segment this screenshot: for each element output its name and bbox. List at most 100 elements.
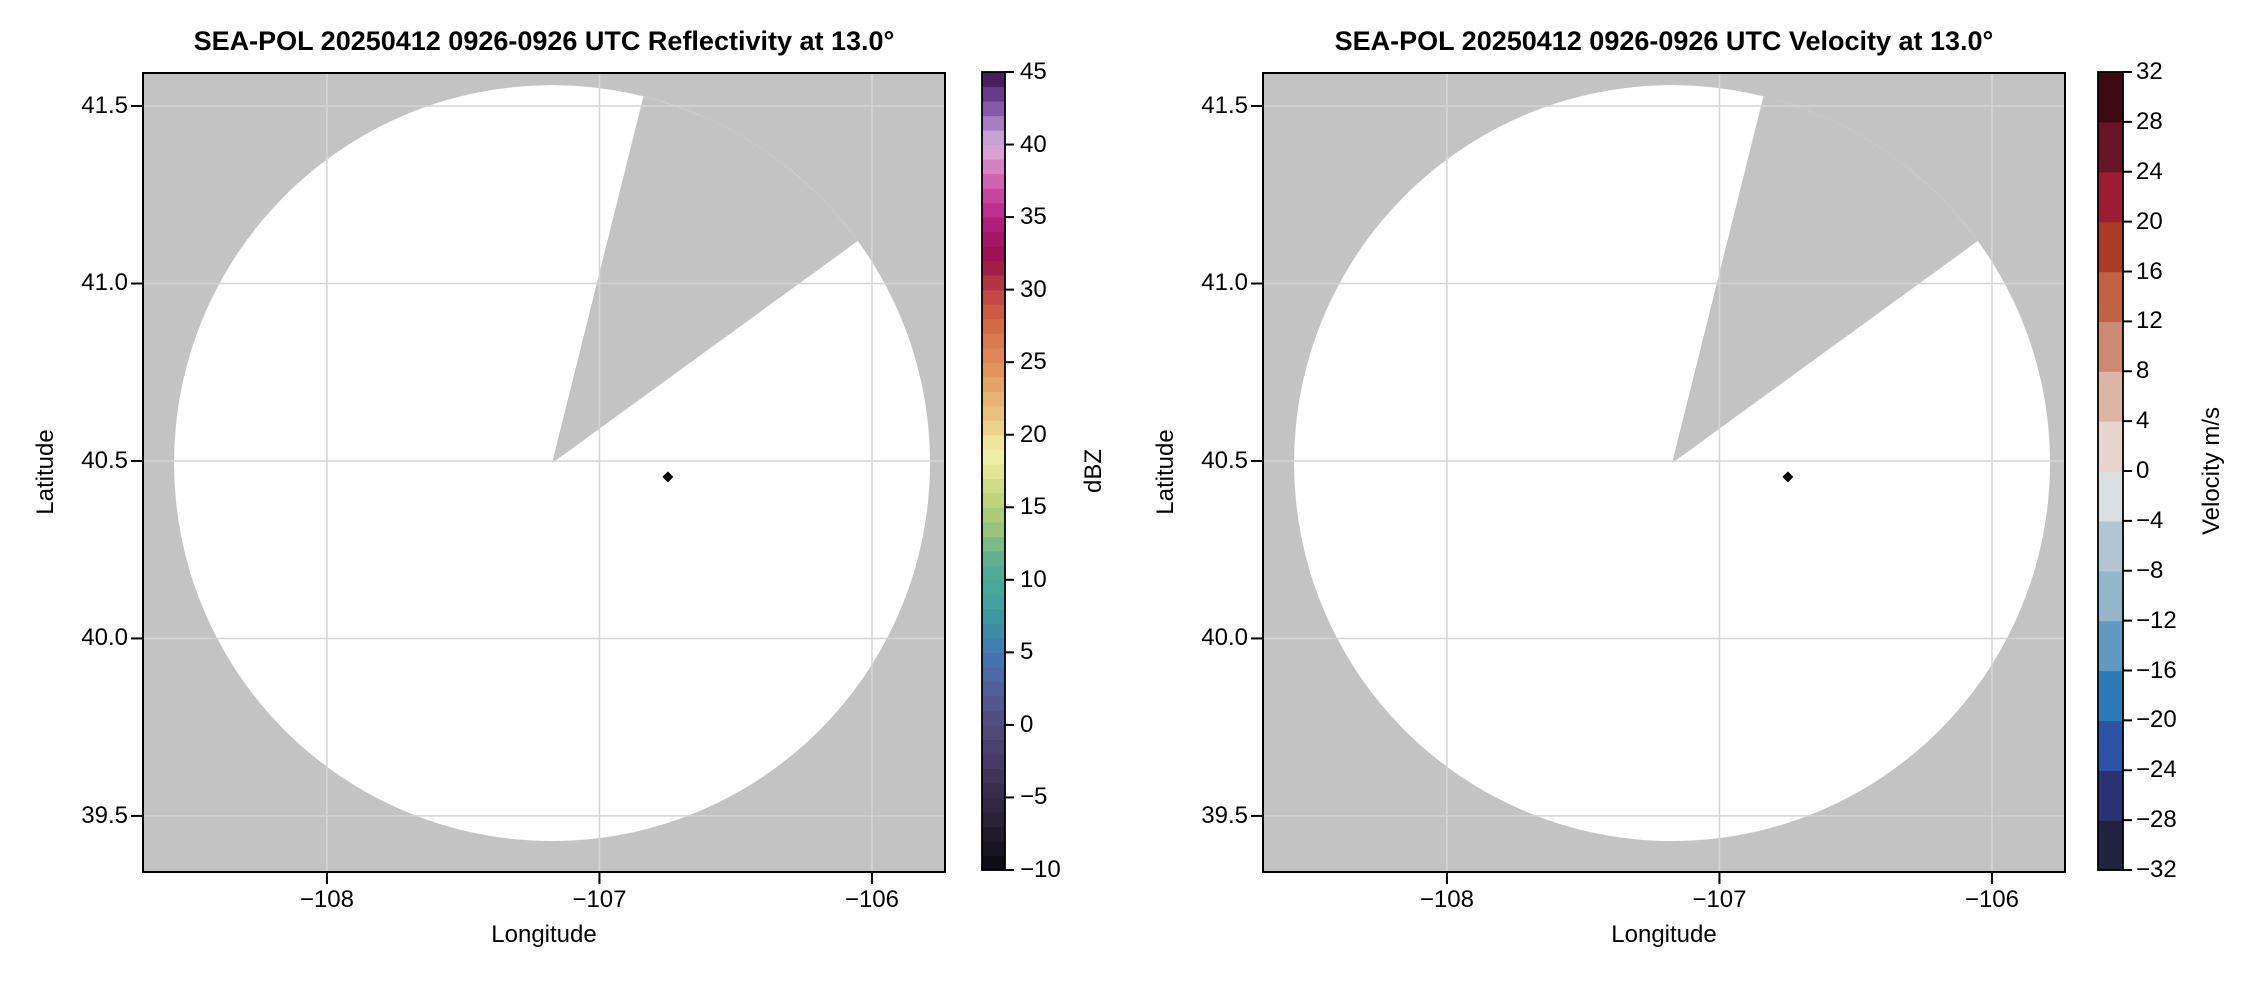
colorbar-segment (982, 144, 1005, 160)
reflectivity-x-axis-label: Longitude (491, 921, 597, 948)
colorbar-segment (982, 173, 1005, 189)
colorbar-segment (2098, 321, 2123, 372)
colorbar-tick-label: −4 (2136, 506, 2164, 534)
colorbar-segment (2098, 670, 2123, 721)
blocked-sector (1672, 96, 1978, 464)
colorbar-segment (2098, 471, 2123, 522)
colorbar-tick-label: 20 (2136, 207, 2163, 235)
colorbar-segment (2098, 171, 2123, 223)
colorbar-segment (982, 478, 1005, 494)
colorbar-segment (982, 391, 1005, 407)
colorbar-segment (982, 724, 1005, 741)
colorbar-segment (2098, 720, 2123, 771)
colorbar-segment (982, 405, 1005, 421)
colorbar-segment (982, 130, 1005, 146)
colorbar-tick-label: −32 (2136, 856, 2177, 883)
colorbar-tick-label: 25 (1020, 348, 1047, 376)
colorbar-segment (982, 420, 1005, 436)
colorbar-tick-label: 12 (2136, 307, 2163, 335)
y-tick-label: 40.0 (1201, 624, 1248, 652)
y-tick-label: 40.0 (81, 624, 128, 652)
colorbar-segment (982, 855, 1005, 871)
colorbar-segment (982, 695, 1005, 711)
colorbar-tick-label: −24 (2136, 756, 2177, 784)
colorbar-tick-label: 30 (1020, 275, 1047, 303)
colorbar-tick-label: −8 (2136, 556, 2164, 584)
colorbar-segment (982, 449, 1005, 465)
colorbar-segment (2098, 770, 2123, 821)
colorbar-segment (982, 739, 1005, 755)
y-tick-label: 39.5 (81, 801, 128, 829)
blocked-sector (552, 96, 858, 464)
colorbar-segment (2098, 421, 2123, 472)
plot-frame (142, 72, 946, 873)
colorbar-segment (982, 362, 1005, 378)
colorbar-tick-label: 5 (1020, 638, 1034, 666)
colorbar-segment (2098, 520, 2123, 572)
colorbar-segment (2098, 620, 2123, 672)
colorbar-segment (982, 768, 1005, 784)
velocity-panel-title: SEA-POL 20250412 0926-0926 UTC Velocity … (1334, 26, 1994, 56)
colorbar-segment (982, 681, 1005, 697)
colorbar-segment (982, 217, 1005, 233)
colorbar-tick-label: 8 (2136, 357, 2150, 385)
colorbar-segment (982, 275, 1005, 291)
colorbar-segment (982, 115, 1005, 131)
y-tick-label: 41.5 (81, 92, 128, 119)
colorbar-segment (982, 826, 1005, 842)
x-tick-label: −106 (1964, 886, 2019, 913)
colorbar-tick-label: 40 (1020, 130, 1047, 158)
colorbar-segment (982, 463, 1005, 479)
colorbar-segment (982, 101, 1005, 117)
colorbar-segment (982, 840, 1005, 857)
colorbar-segment (982, 318, 1005, 334)
colorbar-segment (982, 637, 1005, 653)
y-tick-label: 39.5 (1201, 801, 1248, 829)
colorbar-outline (981, 71, 1006, 871)
site-marker-diamond (1782, 471, 1794, 483)
colorbar-segment (982, 811, 1005, 828)
colorbar-segment (982, 202, 1005, 218)
colorbar-segment (982, 594, 1005, 610)
colorbar-segment (2098, 121, 2123, 173)
colorbar-tick-label: 0 (2136, 457, 2150, 484)
x-tick-label: −107 (572, 886, 627, 913)
colorbar-segment (982, 260, 1005, 276)
colorbar-segment (2098, 820, 2123, 871)
colorbar-segment (982, 608, 1005, 624)
colorbar-segment (982, 753, 1005, 770)
colorbar-segment (982, 86, 1005, 102)
colorbar-segment (982, 434, 1005, 450)
colorbar-segment (982, 347, 1005, 363)
y-tick-label: 41.0 (81, 269, 128, 297)
colorbar-segment (2098, 371, 2123, 422)
site-marker-diamond (662, 471, 674, 483)
colorbar-segment (2098, 570, 2123, 622)
colorbar-tick-label: 28 (2136, 107, 2163, 135)
y-tick-label: 41.0 (1201, 269, 1248, 297)
colorbar-tick-label: 0 (1020, 710, 1034, 738)
colorbar-segment (982, 623, 1005, 639)
colorbar-tick-label: −10 (1020, 856, 1061, 883)
colorbar-segment (982, 188, 1005, 204)
colorbar-segment (982, 565, 1005, 581)
colorbar-tick-label: −28 (2136, 806, 2177, 834)
colorbar-tick-label: 32 (2136, 58, 2163, 85)
colorbar-segment (982, 231, 1005, 247)
colorbar-segment (982, 333, 1005, 349)
colorbar-segment (982, 710, 1005, 726)
colorbar-segment (982, 797, 1005, 813)
colorbar-segment (982, 652, 1005, 668)
y-tick-label: 40.5 (1201, 446, 1248, 474)
colorbar-tick-label: 35 (1020, 203, 1047, 231)
reflectivity-panel-title: SEA-POL 20250412 0926-0926 UTC Reflectiv… (193, 26, 895, 56)
colorbar-segment (982, 782, 1005, 799)
colorbar-tick-label: 4 (2136, 407, 2150, 435)
colorbar-tick-label: −5 (1020, 783, 1048, 811)
colorbar-tick-label: −20 (2136, 706, 2177, 734)
colorbar-segment (982, 289, 1005, 305)
colorbar-segment (982, 159, 1005, 175)
colorbar-tick-label: 15 (1020, 493, 1047, 521)
